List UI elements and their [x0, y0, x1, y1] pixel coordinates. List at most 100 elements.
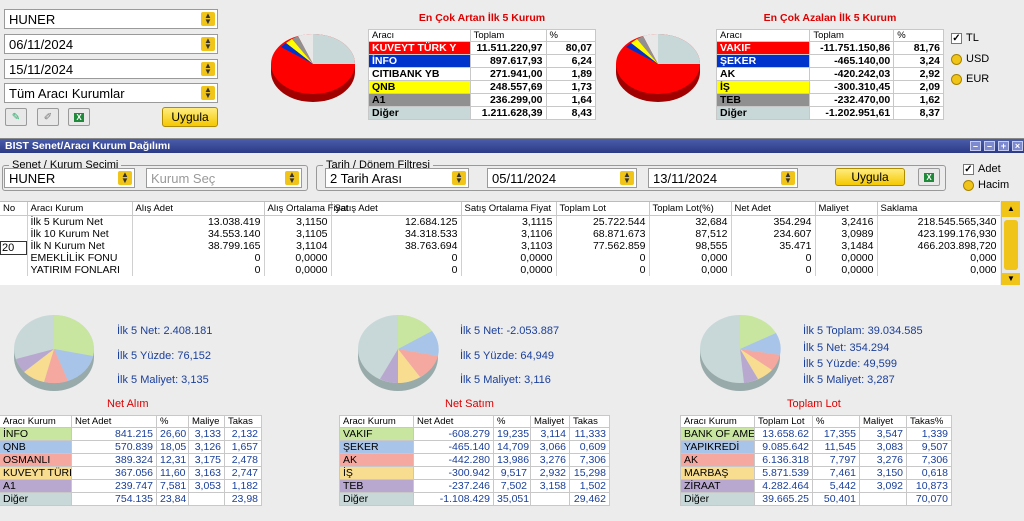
column-header[interactable]: Toplam Lot [556, 202, 650, 216]
adet-option[interactable]: ✓ Adet [963, 163, 1001, 175]
table-row[interactable]: QNB 248.557,69 1,73 [368, 80, 597, 94]
column-header[interactable]: Satış Adet [331, 202, 462, 216]
pencil-tool-button[interactable]: ✎ [5, 108, 27, 126]
apply-button[interactable]: Uygula [162, 107, 218, 127]
column-header[interactable]: % [493, 415, 531, 428]
table-row[interactable]: AK 6.136.318 7,797 3,276 7,306 [680, 453, 952, 467]
column-header[interactable]: Takas% [906, 415, 952, 428]
scroll-thumb[interactable] [1004, 220, 1018, 270]
column-header[interactable]: Aracı Kurum [27, 202, 133, 216]
table-row[interactable]: Diğer 39.665.25 50,401 70,070 [680, 492, 952, 506]
table-row[interactable]: A1 236.299,00 1,64 [368, 93, 597, 107]
column-header[interactable]: No [0, 202, 28, 216]
table-row[interactable]: VAKIF -608.279 19,235 3,114 11,333 [339, 427, 610, 441]
column-header[interactable]: Toplam Lot(%) [649, 202, 732, 216]
table-row[interactable]: A1 239.747 7,581 3,053 1,182 [0, 479, 262, 493]
window-apply-button[interactable]: Uygula [835, 168, 905, 186]
kurum-sec-select[interactable]: Kurum Seç ▲ ▼ [146, 168, 302, 188]
column-header[interactable]: Net Adet [731, 202, 816, 216]
currency-tl-option[interactable]: ✓ TL [951, 32, 979, 44]
table-cell: MARBAŞ [680, 466, 755, 480]
table-row[interactable]: AK -442.280 13,986 3,276 7,306 [339, 453, 610, 467]
table-row[interactable]: OSMANLI 389.324 12,31 3,175 2,478 [0, 453, 262, 467]
table-row[interactable]: Diğer -1.202.951,61 8,37 [715, 106, 944, 120]
currency-eur-option[interactable]: EUR [951, 73, 989, 85]
table-row[interactable]: Diğer 1.211.628,39 8,43 [368, 106, 597, 120]
column-header[interactable]: Net Adet [413, 415, 494, 428]
table-row[interactable]: İNFO 841.215 26,60 3,133 2,132 [0, 427, 262, 441]
table-row[interactable]: Diğer -1.108.429 35,051 29,462 [339, 492, 610, 506]
close-icon[interactable]: × [1012, 141, 1023, 151]
start-date-field[interactable]: 06/11/2024 ▲ ▼ [4, 34, 218, 54]
table-cell: 0,000 [877, 263, 1000, 276]
column-header[interactable]: Alış Ortalama Fiyat [264, 202, 348, 216]
table-row[interactable]: KUVEYT TÜRK Y 11.511.220,97 80,07 [368, 41, 597, 55]
column-header[interactable]: Maliyet [815, 202, 878, 216]
column-header[interactable]: Maliyet [530, 415, 570, 428]
table-row[interactable]: QNB 570.839 18,05 3,126 1,657 [0, 440, 262, 454]
excel-export-button[interactable]: X [68, 108, 90, 126]
table-row[interactable]: MARBAŞ 5.871.539 7,461 3,150 0,618 [680, 466, 952, 480]
table-row[interactable]: İlk 5 Kurum Net 13.038.419 3,1150 12.684.12… [0, 215, 1000, 228]
table-row[interactable]: AK -420.242,03 2,92 [715, 67, 944, 81]
table-row[interactable]: İNFO 897.617,93 6,24 [368, 54, 597, 68]
kurum-select[interactable]: HUNER ▲ ▼ [4, 9, 218, 29]
hacim-option[interactable]: Hacim [963, 179, 1009, 191]
table-row[interactable]: YAPIKREDİ 9.085.642 11,545 3,083 9,507 [680, 440, 952, 454]
maximize-icon[interactable]: + [998, 141, 1009, 151]
column-header[interactable]: Takas [569, 415, 610, 428]
table-row[interactable]: İŞ -300.310,45 2,09 [715, 80, 944, 94]
table-row[interactable]: İlk 10 Kurum Net 34.553.140 3,1105 34.318.5… [0, 227, 1000, 240]
date-from-field[interactable]: 05/11/2024 ▲ ▼ [487, 168, 637, 188]
table-cell: 7,502 [493, 479, 531, 493]
col-araci: Aracı [715, 29, 811, 42]
column-header[interactable]: Aracı Kurum [0, 415, 72, 428]
column-header[interactable]: Maliye [188, 415, 225, 428]
table-cell: İlk 10 Kurum Net [27, 227, 133, 240]
scroll-up-icon[interactable]: ▲ [1002, 201, 1020, 217]
column-header[interactable]: Net Adet [71, 415, 157, 428]
senet-select[interactable]: HUNER ▲ ▼ [4, 168, 135, 188]
column-header[interactable]: Satış Ortalama Fiyat [461, 202, 557, 216]
currency-usd-option[interactable]: USD [951, 53, 989, 65]
scroll-down-icon[interactable]: ▼ [1002, 273, 1020, 285]
table-row[interactable]: BANK OF AME 13.658.62 17,355 3,547 1,339 [680, 427, 952, 441]
column-header[interactable]: % [812, 415, 860, 428]
column-header[interactable]: Aracı Kurum [680, 415, 755, 428]
araci-select[interactable]: Tüm Aracı Kurumlar ▲ ▼ [4, 83, 218, 103]
minimize-icon[interactable]: – [970, 141, 981, 151]
radio-icon [951, 73, 962, 85]
column-header[interactable]: Takas [224, 415, 262, 428]
column-header[interactable]: Aracı Kurum [339, 415, 414, 428]
table-row[interactable]: ŞEKER -465.140,00 3,24 [715, 54, 944, 68]
column-header[interactable]: Alış Adet [132, 202, 265, 216]
restore-icon[interactable]: – [984, 141, 995, 151]
table-row[interactable]: TEB -237.246 7,502 3,158 1,502 [339, 479, 610, 493]
table-row[interactable]: Diğer 754.135 23,84 23,98 [0, 492, 262, 506]
table-row[interactable]: KUVEYT TÜRK 367.056 11,60 3,163 2,747 [0, 466, 262, 480]
table-row[interactable]: CITIBANK YB 271.941,00 1,89 [368, 67, 597, 81]
table-row[interactable]: İŞ -300.942 9,517 2,932 15,298 [339, 466, 610, 480]
table-row[interactable]: ŞEKER -465.140 14,709 3,066 0,609 [339, 440, 610, 454]
main-scrollbar[interactable]: ▲ ▼ [1001, 201, 1020, 285]
column-header[interactable]: Saklama [877, 202, 1000, 216]
table-row[interactable]: YATIRIM FONLARI 0 0,0000 0 0,0000 0 0,000 0 0,00… [0, 263, 1000, 276]
table-cell: 13.038.419 [132, 215, 265, 228]
table-row[interactable]: ZİRAAT 4.282.464 5,442 3,092 10,873 [680, 479, 952, 493]
brush-tool-button[interactable]: ✐ [37, 108, 59, 126]
table-row[interactable]: İlk N Kurum Net 38.799.165 3,1104 38.763.69… [0, 239, 1000, 252]
date-to-field[interactable]: 13/11/2024 ▲ ▼ [648, 168, 798, 188]
table-cell: 19,235 [493, 427, 531, 441]
period-select[interactable]: 2 Tarih Arası ▲ ▼ [325, 168, 469, 188]
column-header[interactable]: % [156, 415, 189, 428]
row-number-input[interactable]: 20 [0, 241, 27, 255]
column-header[interactable]: Maliyet [859, 415, 907, 428]
window-titlebar[interactable]: BIST Senet/Aracı Kurum Dağılımı – – + × [0, 139, 1024, 153]
table-cell: 18,05 [156, 440, 189, 454]
end-date-field[interactable]: 15/11/2024 ▲ ▼ [4, 59, 218, 79]
window-excel-button[interactable]: X [918, 168, 940, 186]
table-row[interactable]: EMEKLİLİK FONU 0 0,0000 0 0,0000 0 0,000 0 0,000… [0, 251, 1000, 264]
table-row[interactable]: TEB -232.470,00 1,62 [715, 93, 944, 107]
column-header[interactable]: Toplam Lot [754, 415, 813, 428]
table-row[interactable]: VAKIF -11.751.150,86 81,76 [715, 41, 944, 55]
